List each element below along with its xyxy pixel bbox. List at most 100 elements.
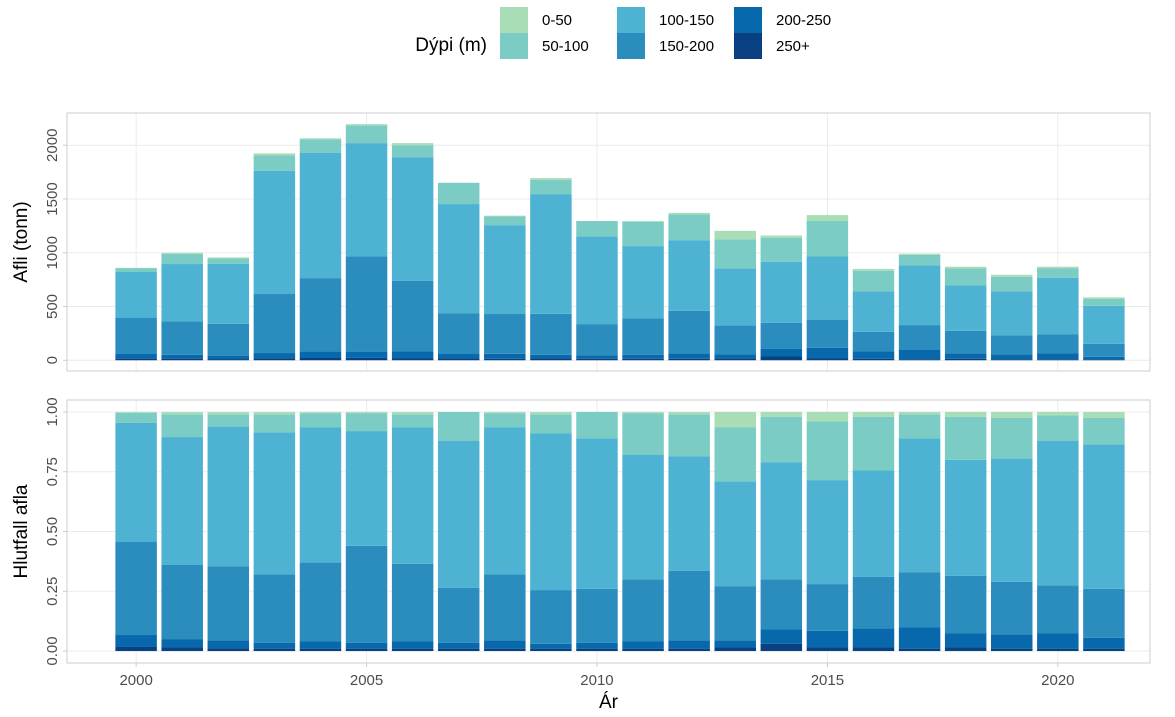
panel-border bbox=[66, 112, 1151, 372]
bar-segment bbox=[898, 359, 941, 361]
legend-label: 0-50 bbox=[542, 12, 572, 29]
bar-segment bbox=[391, 648, 434, 652]
bar-segment bbox=[760, 411, 803, 417]
bar-segment bbox=[760, 235, 803, 239]
legend-label: 250+ bbox=[776, 38, 810, 55]
bar-segment bbox=[299, 357, 342, 361]
bar-segment bbox=[898, 572, 941, 628]
bar-segment bbox=[253, 358, 296, 361]
bar-segment bbox=[898, 648, 941, 652]
bar-segment bbox=[530, 194, 572, 314]
bar-segment bbox=[622, 354, 664, 359]
bar-segment bbox=[1083, 411, 1125, 418]
y-tick-label: 0.75 bbox=[44, 457, 61, 486]
bar-segment bbox=[115, 412, 157, 423]
bar-segment bbox=[714, 354, 756, 359]
bar-segment bbox=[576, 221, 618, 237]
y-tick-label: 0 bbox=[44, 356, 61, 364]
bar-segment bbox=[253, 642, 296, 649]
bar-segment bbox=[437, 313, 480, 355]
bar-segment bbox=[668, 648, 710, 652]
bar-segment bbox=[161, 647, 203, 652]
bar-segment bbox=[991, 634, 1033, 649]
bar-segment bbox=[1083, 297, 1125, 299]
bar-segment bbox=[207, 648, 250, 652]
bar-segment bbox=[898, 414, 941, 439]
bar-segment bbox=[345, 357, 388, 361]
bar-segment bbox=[253, 432, 296, 575]
bar-segment bbox=[207, 323, 250, 356]
bar-segment bbox=[898, 253, 941, 255]
bar-segment bbox=[1083, 648, 1125, 652]
panel-border bbox=[66, 399, 1151, 664]
y-tick-label: 1.00 bbox=[44, 397, 61, 426]
bar-segment bbox=[668, 414, 710, 457]
bar-segment bbox=[1083, 359, 1125, 361]
x-tick-label: 2000 bbox=[119, 672, 152, 689]
bar-segment bbox=[299, 138, 342, 140]
bar-segment bbox=[622, 358, 664, 361]
bar-segment bbox=[484, 427, 526, 575]
bar-segment bbox=[668, 240, 710, 311]
bar-segment bbox=[299, 648, 342, 652]
y-tick-label: 500 bbox=[44, 294, 61, 319]
bar-segment bbox=[115, 354, 157, 359]
bar-segment bbox=[898, 325, 941, 350]
bar-segment bbox=[806, 256, 849, 320]
bar-segment bbox=[944, 285, 987, 331]
bar-segment bbox=[391, 414, 434, 428]
bar-segment bbox=[898, 265, 941, 326]
bar-segment bbox=[852, 268, 895, 271]
bar-segment bbox=[760, 579, 803, 630]
bar-segment bbox=[115, 635, 157, 647]
bar-segment bbox=[668, 214, 710, 241]
bar-segment bbox=[437, 411, 480, 441]
bar-segment bbox=[161, 639, 203, 648]
bar-segment bbox=[622, 246, 664, 319]
bar-segment bbox=[207, 640, 250, 649]
bar-segment bbox=[944, 575, 987, 634]
y-axis-title: Afli (tonn) bbox=[11, 201, 32, 282]
bar-segment bbox=[115, 646, 157, 652]
bar-segment bbox=[484, 314, 526, 354]
bar-segment bbox=[207, 566, 250, 641]
bar-segment bbox=[530, 411, 572, 415]
bar-segment bbox=[115, 318, 157, 355]
bar-segment bbox=[576, 236, 618, 325]
bar-segment bbox=[299, 427, 342, 563]
bar-segment bbox=[530, 433, 572, 591]
bar-segment bbox=[391, 280, 434, 352]
bar-segment bbox=[161, 253, 203, 265]
bar-segment bbox=[944, 358, 987, 361]
bar-segment bbox=[806, 215, 849, 221]
bar-segment bbox=[253, 294, 296, 354]
bar-segment bbox=[944, 268, 987, 286]
y-tick-label: 2000 bbox=[44, 129, 61, 162]
bar-segment bbox=[161, 252, 203, 254]
bar-segment bbox=[207, 263, 250, 324]
y-tick-label: 0.50 bbox=[44, 517, 61, 546]
bar-segment bbox=[345, 351, 388, 358]
legend-label: 100-150 bbox=[659, 12, 714, 29]
bar-segment bbox=[161, 354, 203, 359]
bar-segment bbox=[806, 421, 849, 481]
bar-segment bbox=[668, 310, 710, 354]
bar-segment bbox=[530, 414, 572, 434]
bar-segment bbox=[852, 358, 895, 361]
x-tick-label: 2005 bbox=[350, 672, 383, 689]
bar-segment bbox=[944, 330, 987, 354]
bar-segment bbox=[852, 331, 895, 352]
bar-segment bbox=[1037, 411, 1079, 416]
bar-segment bbox=[944, 647, 987, 652]
bar-segment bbox=[991, 274, 1033, 277]
bar-segment bbox=[1083, 305, 1125, 344]
bar-segment bbox=[622, 411, 664, 414]
bar-segment bbox=[253, 153, 296, 156]
bar-segment bbox=[253, 574, 296, 643]
bar-segment bbox=[852, 416, 895, 471]
bar-segment bbox=[944, 459, 987, 576]
bar-segment bbox=[714, 647, 756, 652]
bar-segment bbox=[991, 359, 1033, 361]
bar-segment bbox=[161, 411, 203, 415]
bar-segment bbox=[760, 238, 803, 262]
